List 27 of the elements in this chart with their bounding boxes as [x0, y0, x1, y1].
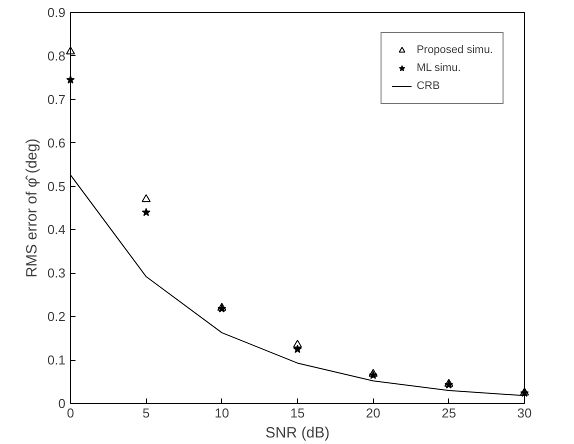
x-tick-label: 10	[214, 406, 230, 420]
point	[142, 208, 150, 216]
y-tick-label: 0	[58, 396, 66, 411]
x-tick-label: 30	[517, 406, 532, 420]
x-axis-title: SNR (dB)	[265, 424, 330, 442]
y-tick-label: 0.4	[47, 222, 66, 238]
y-tick-label: 0.7	[47, 92, 66, 107]
y-tick-label: 0.2	[47, 309, 66, 324]
x-tick-label: 20	[366, 406, 380, 420]
legend-label: CRB	[416, 79, 440, 93]
y-tick-label: 0.1	[47, 352, 66, 368]
point	[66, 75, 75, 84]
x-tick-label: 25	[442, 406, 456, 420]
y-tick-label: 0.5	[47, 178, 66, 194]
x-tick-label: 5	[142, 406, 150, 420]
y-tick-label: 0.9	[47, 5, 66, 20]
point	[293, 344, 302, 353]
x-tick-label: 15	[290, 406, 305, 420]
y-axis-title: RMS error of φ̂ (deg)	[23, 138, 40, 278]
point	[293, 340, 302, 348]
y-tick-label: 0.8	[47, 48, 66, 64]
legend-label: ML simu.	[416, 61, 461, 75]
legend-label: Proposed simu.	[416, 43, 493, 57]
y-tick-label: 0.3	[47, 266, 66, 281]
point	[142, 194, 151, 202]
point	[66, 46, 75, 54]
y-tick-label: 0.6	[47, 135, 66, 150]
